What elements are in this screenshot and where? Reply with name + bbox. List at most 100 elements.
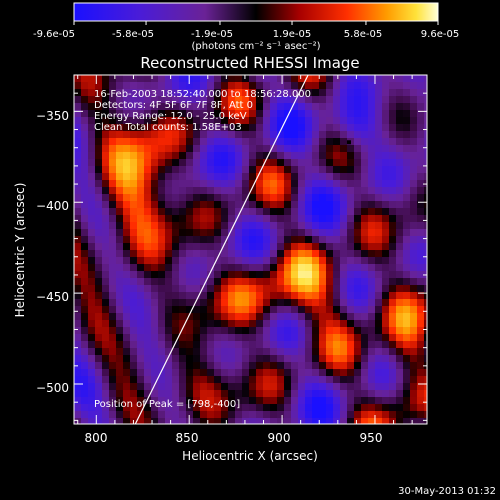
heatmap-cell — [389, 138, 397, 146]
heatmap-cell — [130, 215, 138, 223]
heatmap-cell — [186, 306, 194, 314]
heatmap-cell — [326, 201, 334, 209]
heatmap-cell — [424, 103, 427, 111]
heatmap-cell — [256, 348, 264, 356]
heatmap-cell — [396, 222, 404, 230]
heatmap-cell — [396, 117, 404, 125]
heatmap-cell — [305, 369, 313, 377]
heatmap-cell — [354, 208, 362, 216]
heatmap-cell — [81, 215, 89, 223]
heatmap-cell — [165, 327, 173, 335]
heatmap-cell — [123, 299, 131, 307]
heatmap-cell — [312, 334, 320, 342]
heatmap-cell — [109, 362, 117, 370]
heatmap-cell — [347, 187, 355, 195]
heatmap-cell — [326, 327, 334, 335]
heatmap-cell — [410, 103, 418, 111]
heatmap-cell — [102, 243, 110, 251]
heatmap-cell — [228, 152, 236, 160]
heatmap-cell — [312, 243, 320, 251]
heatmap-cell — [284, 306, 292, 314]
heatmap-cell — [340, 285, 348, 293]
heatmap-cell — [144, 285, 152, 293]
heatmap-cell — [137, 103, 145, 111]
heatmap-cell — [333, 327, 341, 335]
heatmap-cell — [347, 243, 355, 251]
heatmap-cell — [95, 404, 103, 412]
heatmap-cell — [326, 82, 334, 90]
heatmap-cell — [235, 355, 243, 363]
heatmap-cell — [165, 355, 173, 363]
heatmap-cell — [277, 173, 285, 181]
heatmap-cell — [305, 145, 313, 153]
heatmap-cell — [354, 82, 362, 90]
heatmap-cell — [382, 313, 390, 321]
heatmap-cell — [305, 236, 313, 244]
heatmap-cell — [228, 355, 236, 363]
heatmap-cell — [158, 271, 166, 279]
heatmap-cell — [382, 334, 390, 342]
heatmap-cell — [361, 208, 369, 216]
observation-info: 16-Feb-2003 18:52:40.000 to 18:56:28.000… — [94, 89, 311, 133]
heatmap-cell — [179, 166, 187, 174]
heatmap-cell — [333, 229, 341, 237]
heatmap-cell — [179, 257, 187, 265]
heatmap-cell — [165, 138, 173, 146]
heatmap-cell — [361, 187, 369, 195]
heatmap-cell — [151, 96, 159, 104]
heatmap-cell — [382, 117, 390, 125]
heatmap-cell — [291, 348, 299, 356]
heatmap-cell — [298, 404, 306, 412]
heatmap-cell — [354, 173, 362, 181]
heatmap-cell — [410, 271, 418, 279]
heatmap-cell — [235, 152, 243, 160]
heatmap-cell — [249, 152, 257, 160]
heatmap-cell — [193, 383, 201, 391]
heatmap-cell — [284, 96, 292, 104]
heatmap-cell — [298, 292, 306, 300]
heatmap-cell — [256, 180, 264, 188]
heatmap-cell — [242, 271, 250, 279]
heatmap-cell — [361, 110, 369, 118]
heatmap-cell — [417, 159, 425, 167]
heatmap-cell — [74, 390, 82, 398]
heatmap-cell — [263, 404, 271, 412]
heatmap-cell — [221, 299, 229, 307]
heatmap-cell — [410, 383, 418, 391]
heatmap-cell — [382, 187, 390, 195]
heatmap-cell — [284, 124, 292, 132]
heatmap-cell — [179, 75, 187, 83]
heatmap-cell — [130, 327, 138, 335]
heatmap-cell — [424, 166, 427, 174]
heatmap-cell — [249, 306, 257, 314]
heatmap-cell — [235, 264, 243, 272]
heatmap-cell — [116, 383, 124, 391]
heatmap-cell — [291, 110, 299, 118]
heatmap-cell — [291, 201, 299, 209]
heatmap-cell — [347, 397, 355, 405]
heatmap-cell — [382, 145, 390, 153]
heatmap-cell — [249, 159, 257, 167]
heatmap-cell — [263, 243, 271, 251]
heatmap-cell — [235, 159, 243, 167]
heatmap-cell — [130, 334, 138, 342]
heatmap-cell — [130, 404, 138, 412]
heatmap-cell — [319, 124, 327, 132]
heatmap-cell — [165, 124, 173, 132]
heatmap-cell — [340, 397, 348, 405]
heatmap-cell — [88, 397, 96, 405]
heatmap-cell — [102, 145, 110, 153]
heatmap-cell — [326, 173, 334, 181]
heatmap-cell — [151, 180, 159, 188]
heatmap-cell — [102, 201, 110, 209]
heatmap-cell — [158, 376, 166, 384]
heatmap-cell — [340, 229, 348, 237]
heatmap-cell — [382, 82, 390, 90]
heatmap-cell — [389, 313, 397, 321]
heatmap-cell — [74, 173, 82, 181]
heatmap-cell — [179, 124, 187, 132]
heatmap-cell — [95, 131, 103, 139]
heatmap-cell — [123, 306, 131, 314]
heatmap-cell — [81, 306, 89, 314]
heatmap-cell — [200, 313, 208, 321]
